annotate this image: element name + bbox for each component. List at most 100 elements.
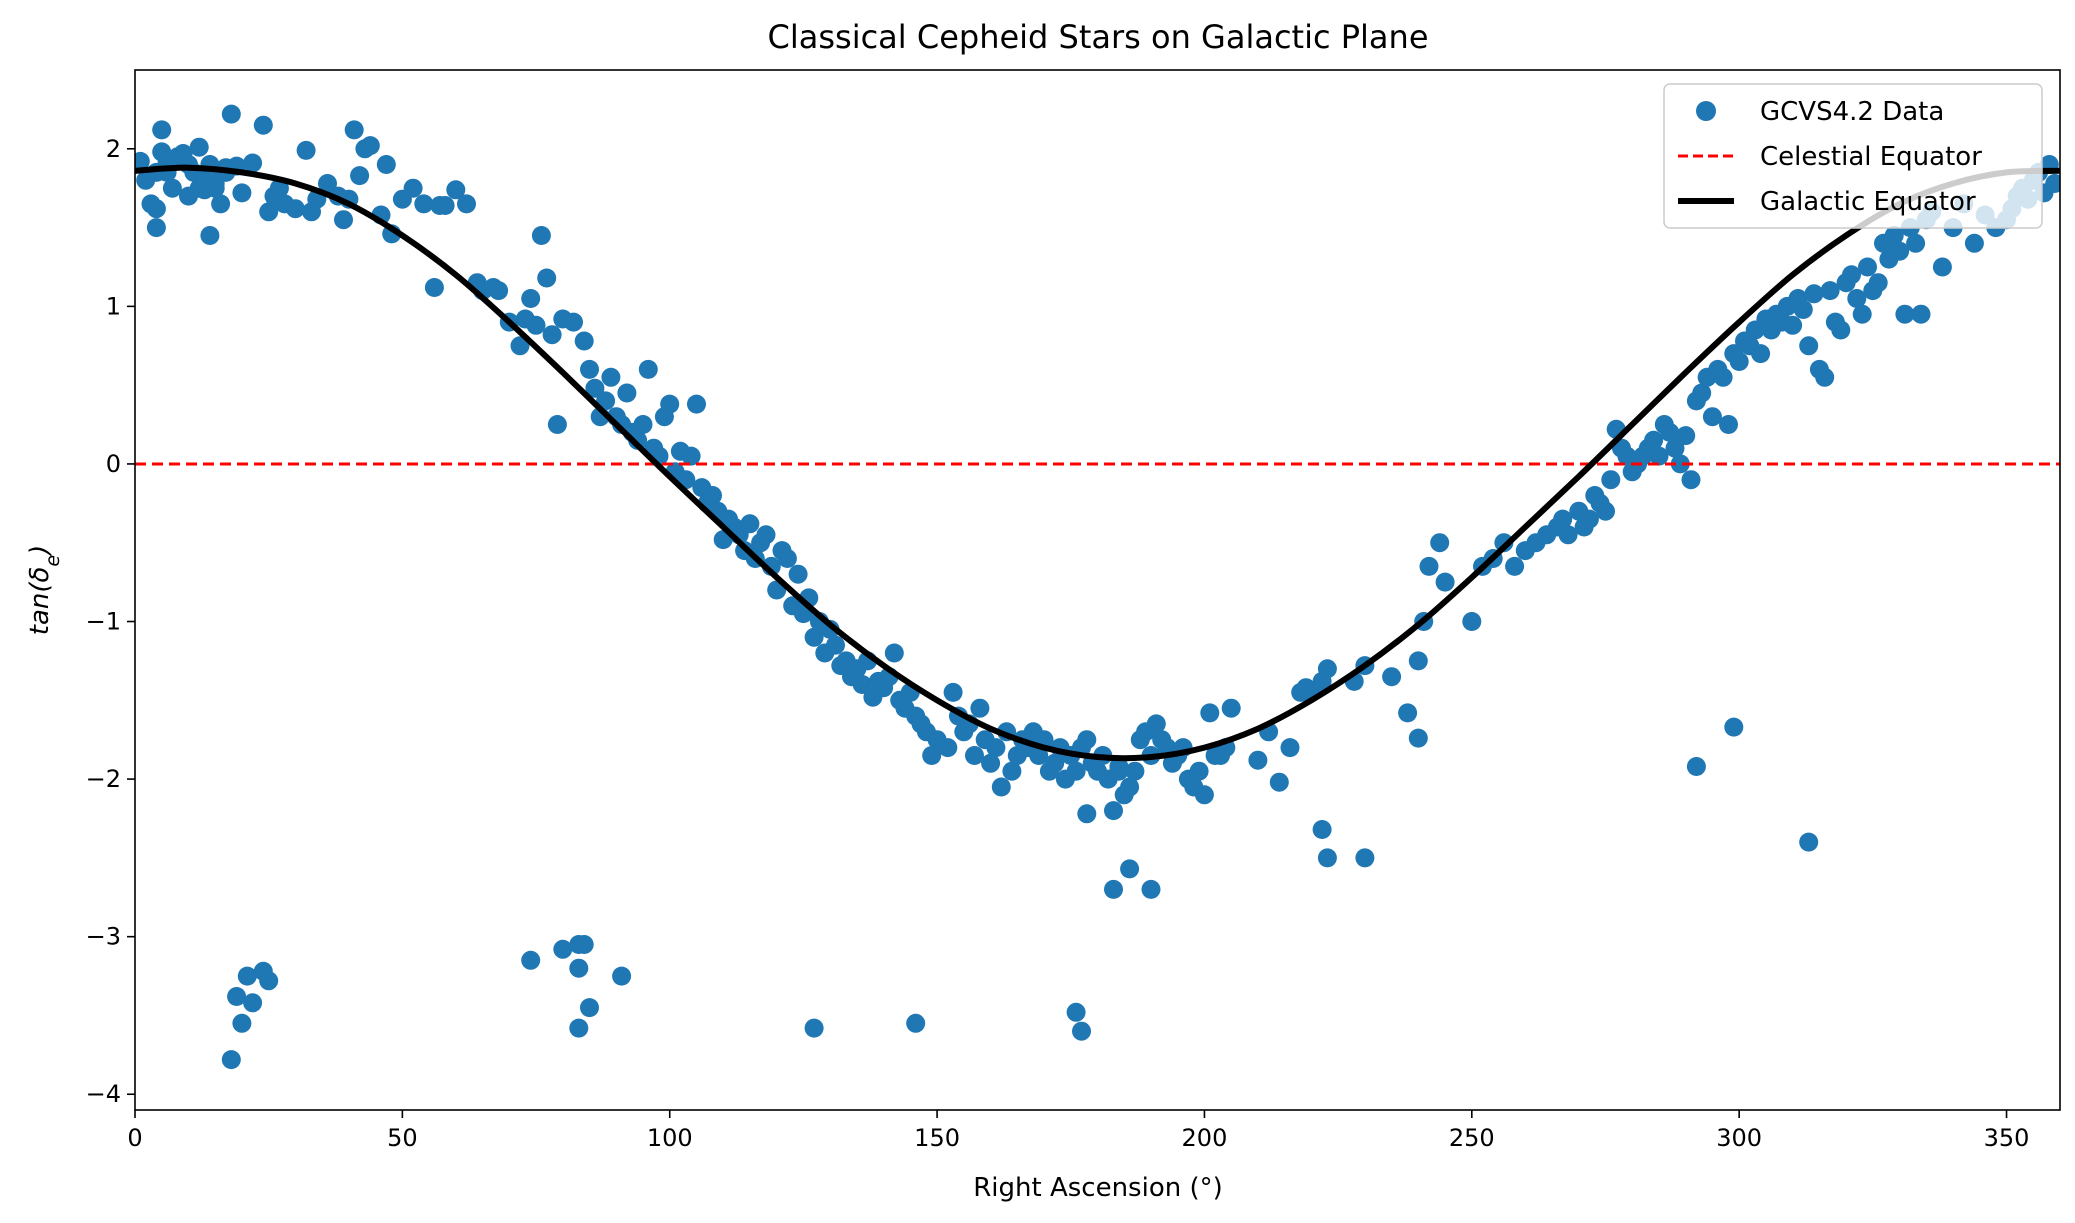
data-point — [1072, 1021, 1091, 1041]
data-point — [334, 210, 353, 230]
data-point — [943, 682, 963, 702]
data-point — [1676, 426, 1696, 446]
data-point — [852, 675, 872, 694]
data-point — [638, 359, 658, 379]
data-point — [259, 202, 279, 222]
data-point — [1815, 367, 1835, 387]
data-point — [510, 336, 530, 356]
data-point — [884, 643, 904, 663]
data-point — [547, 415, 567, 434]
data-point — [1724, 717, 1744, 737]
x-axis: 0 50 100 150 200 250 300 350 — [127, 1110, 2029, 1152]
data-point — [1906, 233, 1926, 253]
data-point — [703, 486, 722, 505]
data-point — [232, 1013, 252, 1033]
data-point — [1799, 336, 1819, 356]
data-point — [585, 378, 605, 398]
data-point — [1831, 320, 1851, 340]
data-point — [1408, 728, 1428, 748]
data-point — [574, 935, 594, 954]
data-point — [1729, 352, 1749, 371]
data-point — [906, 1013, 926, 1033]
data-point — [687, 394, 706, 414]
data-point — [1649, 446, 1669, 466]
data-point — [788, 564, 808, 584]
data-point — [580, 998, 599, 1018]
data-point — [1312, 820, 1332, 839]
data-point — [1109, 757, 1129, 776]
data-point — [531, 226, 551, 245]
data-point — [1692, 383, 1712, 403]
data-point — [804, 627, 824, 647]
data-point — [1269, 772, 1289, 792]
data-point — [1125, 761, 1145, 781]
plot-area — [135, 104, 2060, 1070]
data-point — [1398, 703, 1418, 723]
data-point — [1066, 761, 1086, 781]
data-point — [2045, 174, 2060, 193]
data-point — [569, 1018, 589, 1038]
axes-frame — [134, 69, 2061, 1111]
data-point — [574, 331, 594, 351]
data-point — [1505, 556, 1525, 576]
data-point — [1077, 730, 1097, 750]
data-point — [1847, 289, 1867, 308]
data-point — [526, 315, 546, 335]
data-point — [1670, 454, 1690, 474]
data-point — [826, 635, 845, 655]
data-point — [1029, 746, 1049, 765]
data-point — [521, 289, 541, 308]
data-point — [1104, 879, 1123, 899]
data-point — [1665, 438, 1685, 458]
data-point — [553, 939, 573, 959]
data-point — [537, 268, 557, 288]
data-point — [1146, 714, 1166, 734]
data-point — [1200, 703, 1220, 723]
data-point — [1280, 738, 1300, 758]
legend-label-galactic: Galactic Equator — [1760, 187, 1976, 217]
data-point — [1430, 533, 1450, 553]
data-point — [1702, 407, 1722, 427]
data-point — [1895, 304, 1915, 324]
y-axis-label: tan(δe) — [25, 545, 64, 636]
data-point — [1045, 753, 1065, 773]
data-point — [1494, 533, 1514, 553]
data-point — [221, 104, 241, 124]
data-point — [1793, 300, 1813, 319]
y-tick-label: −3 — [86, 923, 121, 951]
y-axis: −4 −3 −2 −1 0 1 2 — [86, 135, 135, 1108]
data-point — [1435, 572, 1455, 592]
data-point — [542, 325, 562, 345]
data-point — [1596, 501, 1615, 521]
data-point — [243, 993, 263, 1013]
data-point — [1686, 757, 1706, 776]
data-point — [1751, 344, 1771, 364]
data-point — [922, 746, 942, 765]
data-point — [1194, 785, 1214, 805]
data-point — [211, 194, 231, 214]
data-point — [1820, 281, 1840, 301]
data-point — [1852, 304, 1872, 324]
legend-marker-scatter — [1696, 101, 1716, 121]
data-point — [1066, 1002, 1086, 1022]
data-point — [1681, 470, 1701, 490]
data-point — [135, 151, 150, 171]
y-axis-label-sub: e — [42, 555, 64, 567]
data-point — [259, 971, 279, 991]
data-point — [1842, 265, 1861, 285]
data-point — [1660, 422, 1680, 442]
data-point — [1932, 257, 1952, 277]
y-tick-label: −2 — [86, 765, 121, 793]
data-point — [628, 430, 648, 450]
data-point — [1579, 509, 1599, 529]
data-point — [189, 137, 209, 157]
data-point — [457, 194, 476, 214]
data-point — [1317, 659, 1337, 679]
data-point — [232, 183, 252, 203]
legend-label-celestial: Celestial Equator — [1760, 142, 1982, 172]
data-point — [146, 218, 166, 238]
data-point — [1964, 233, 1984, 253]
data-point — [612, 966, 632, 986]
data-point — [414, 194, 434, 214]
